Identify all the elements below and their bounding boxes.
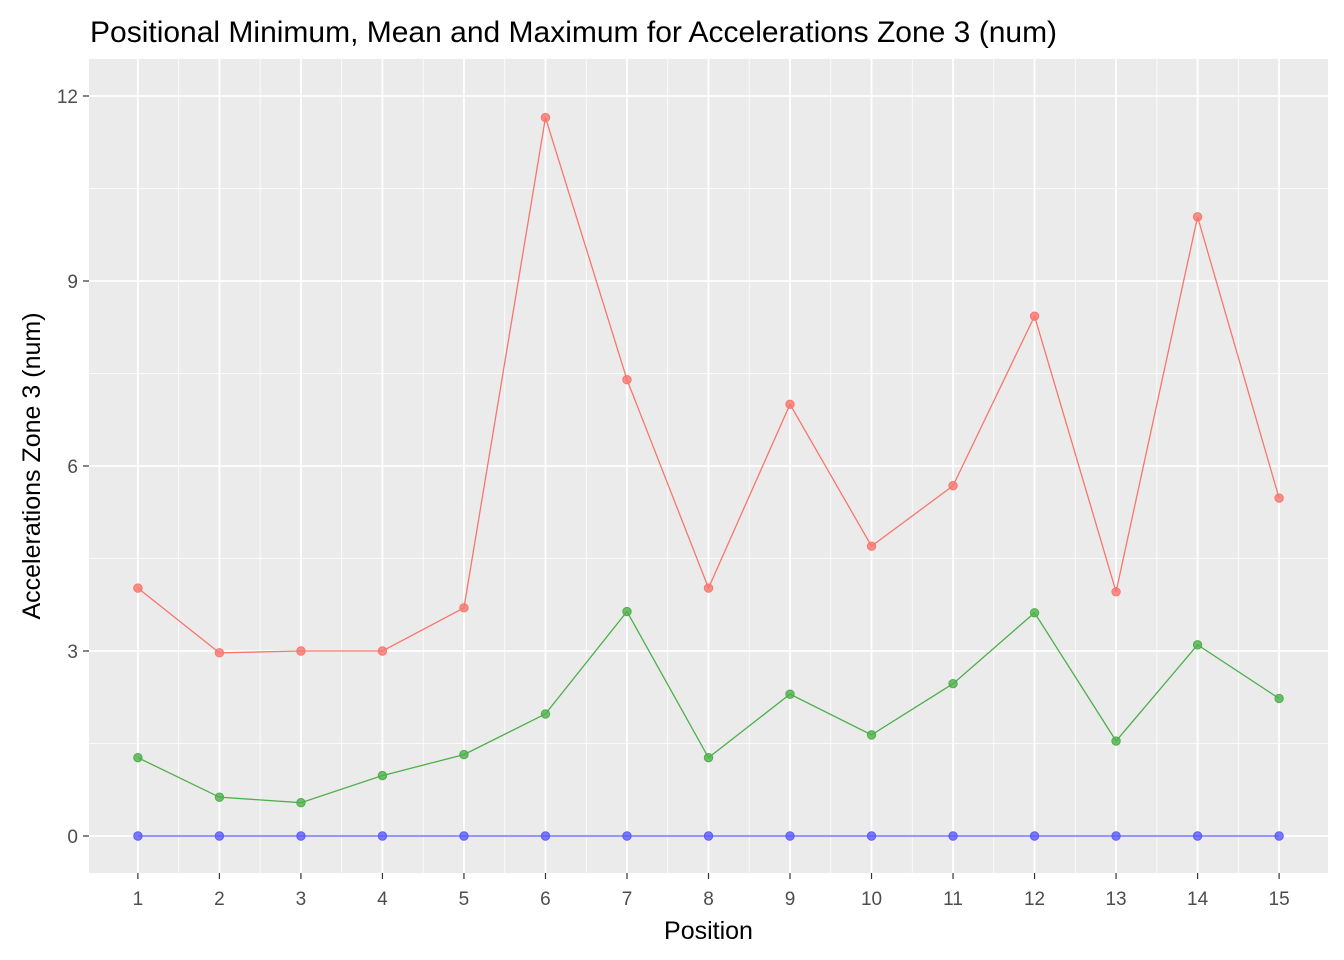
series-2-point [1192,640,1203,650]
y-tick-label: 12 [57,87,78,108]
series-2-point [540,709,551,719]
x-tick-label: 4 [377,889,388,910]
series-3-point [296,831,306,841]
y-tick-label: 0 [67,827,78,848]
series-1-point [1111,587,1121,597]
series-3-point [866,831,877,841]
series-2-point [866,730,877,740]
series-3-point [459,831,469,841]
y-tick-label: 9 [67,272,78,293]
series-1-point [296,646,306,656]
series-3-point [622,831,632,841]
x-tick-label: 11 [943,889,963,910]
series-1-point [214,648,225,658]
series-1-point [377,646,388,656]
series-3-point [133,831,143,841]
series-3-point [1192,831,1203,841]
x-tick-label: 6 [540,889,551,910]
series-1-point [1029,311,1040,321]
series-2-point [459,749,469,760]
x-tick-label: 2 [214,889,225,910]
series-3-point [703,831,714,841]
series-1-point [133,583,143,593]
y-tick-label: 3 [67,642,78,663]
x-tick-label: 9 [785,889,796,910]
x-tick-label: 13 [1105,889,1126,910]
series-3-point [377,831,388,841]
series-3-point [1111,831,1121,841]
x-tick-label: 8 [703,889,714,910]
series-2-point [1029,608,1040,618]
series-2-point [703,752,714,763]
series-points [133,112,1284,841]
series-1-point [1192,212,1203,222]
series-3-point [948,831,958,841]
series-2-point [1274,693,1284,704]
series-2-point [785,689,795,699]
series-1-point [622,374,632,385]
series-1-point [1274,493,1284,503]
x-tick-label: 15 [1269,889,1290,910]
series-2-point [1111,736,1121,746]
series-3-point [214,831,225,841]
series-1-point [948,481,958,491]
series-3-point [1029,831,1040,841]
series-2-point [214,792,225,802]
x-tick-label: 5 [459,889,470,910]
series-2-point [133,752,143,763]
y-axis: 0 3 6 9 12 [57,87,89,848]
series-2-point [377,770,388,781]
chart-title: Positional Minimum, Mean and Maximum for… [90,16,1057,49]
y-tick-label: 6 [67,457,78,478]
series-1-point [866,541,877,551]
y-axis-title: Accelerations Zone 3 (num) [18,312,46,619]
series-2-point [622,606,632,617]
x-tick-label: 1 [133,889,144,910]
x-tick-label: 14 [1187,889,1209,910]
x-tick-label: 3 [296,889,307,910]
series-1-point [459,603,469,613]
series-3-point [785,831,795,841]
series-2-point [296,798,306,808]
series-1-point [785,399,795,410]
x-axis-title: Position [664,917,753,945]
x-tick-label: 7 [622,889,633,910]
x-axis: 1 2 3 4 5 6 7 8 9 10 11 12 13 14 15 [133,873,1290,910]
series-3-point [540,831,551,841]
x-tick-label: 12 [1024,889,1045,910]
series-1-point [703,583,714,593]
series-2-point [948,678,958,689]
series-3-point [1274,831,1284,841]
x-tick-label: 10 [861,889,882,910]
series-1-point [540,112,551,123]
